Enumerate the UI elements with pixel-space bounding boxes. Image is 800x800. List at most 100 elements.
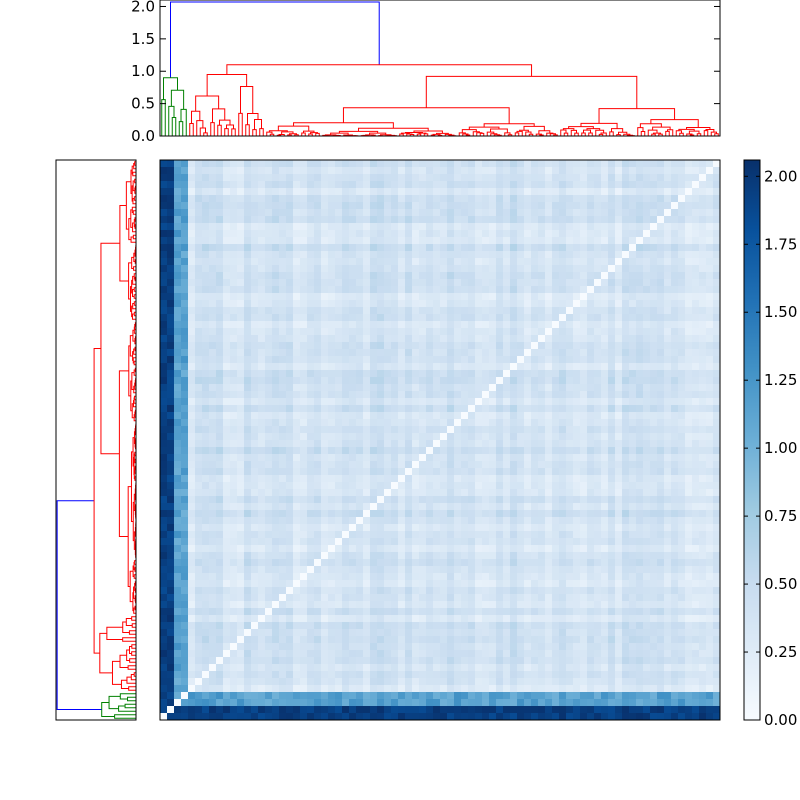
heatmap-cell [412, 174, 420, 182]
heatmap-cell [342, 216, 350, 224]
heatmap-cell [447, 209, 455, 217]
heatmap-cell [202, 265, 210, 273]
heatmap-cell [482, 258, 490, 266]
heatmap-cell [244, 349, 252, 357]
heatmap-cell [258, 335, 266, 343]
heatmap-cell [384, 251, 392, 259]
heatmap-cell [601, 216, 609, 224]
heatmap-cell [475, 328, 483, 336]
heatmap-cell [664, 461, 672, 469]
heatmap-cell [216, 496, 224, 504]
heatmap-cell [454, 188, 462, 196]
dendrogram-link [710, 131, 717, 136]
heatmap-cell [636, 230, 644, 238]
heatmap-cell [566, 188, 574, 196]
dendrogram-link [549, 133, 556, 136]
heatmap-cell [251, 489, 259, 497]
heatmap-cell [237, 244, 245, 252]
heatmap-cell [622, 496, 630, 504]
heatmap-cell [244, 384, 252, 392]
heatmap-cell [377, 314, 385, 322]
dendrogram-link [231, 128, 236, 136]
heatmap-cell [265, 482, 273, 490]
heatmap-cell [314, 230, 322, 238]
heatmap-cell [685, 209, 693, 217]
heatmap-cell [496, 251, 504, 259]
heatmap-cell [454, 174, 462, 182]
heatmap-cell [258, 391, 266, 399]
dendrogram-link [609, 131, 614, 136]
heatmap-cell [181, 349, 189, 357]
heatmap-cell [370, 195, 378, 203]
heatmap-cell [328, 244, 336, 252]
heatmap-cell [181, 223, 189, 231]
heatmap-cell [202, 475, 210, 483]
heatmap-cell [552, 328, 560, 336]
dendrogram-link [132, 198, 136, 205]
heatmap-cell [363, 307, 371, 315]
heatmap-cell [622, 419, 630, 427]
heatmap-cell [545, 391, 553, 399]
heatmap-cell [433, 342, 441, 350]
dendrogram-link [132, 275, 136, 285]
heatmap-cell [321, 223, 329, 231]
heatmap-cell [461, 223, 469, 231]
heatmap-cell [216, 482, 224, 490]
heatmap-cell [475, 377, 483, 385]
heatmap-cell [349, 335, 357, 343]
heatmap-cell [265, 524, 273, 532]
heatmap-cell [475, 552, 483, 560]
heatmap-cell [643, 552, 651, 560]
heatmap-cell [181, 384, 189, 392]
heatmap-cell [321, 447, 329, 455]
heatmap-cell [209, 307, 217, 315]
heatmap-cell [391, 412, 399, 420]
heatmap-cell [258, 447, 266, 455]
heatmap-cell [699, 391, 707, 399]
heatmap-cell [230, 244, 238, 252]
heatmap-cell [321, 244, 329, 252]
dendrogram-link [133, 266, 136, 271]
heatmap-cell [510, 272, 518, 280]
heatmap-cell [342, 307, 350, 315]
heatmap-cell [713, 223, 721, 231]
heatmap-cell [174, 307, 182, 315]
heatmap-cell [174, 363, 182, 371]
heatmap-cell [517, 412, 525, 420]
heatmap-cell [440, 223, 448, 231]
heatmap-cell [349, 503, 357, 511]
heatmap-cell [202, 356, 210, 364]
heatmap-cell [608, 454, 616, 462]
heatmap-cell [216, 398, 224, 406]
heatmap-cell [384, 433, 392, 441]
heatmap-cell [349, 293, 357, 301]
heatmap-cell [643, 559, 651, 567]
heatmap-cell [433, 482, 441, 490]
dendrogram-link [658, 133, 663, 136]
heatmap-cell [636, 496, 644, 504]
heatmap-cell [622, 356, 630, 364]
heatmap-cell [496, 216, 504, 224]
heatmap-cell [209, 559, 217, 567]
heatmap-cell [307, 321, 315, 329]
heatmap-cell [496, 398, 504, 406]
heatmap-cell [461, 524, 469, 532]
heatmap-cell [335, 510, 343, 518]
heatmap-cell [545, 531, 553, 539]
heatmap-cell [174, 230, 182, 238]
heatmap-cell [174, 188, 182, 196]
heatmap-cell [440, 524, 448, 532]
heatmap-cell [188, 370, 196, 378]
heatmap-cell [433, 335, 441, 343]
dendrogram-link [133, 348, 136, 355]
heatmap-cell [650, 167, 658, 175]
heatmap-cell [321, 202, 329, 210]
heatmap-cell [279, 447, 287, 455]
heatmap-cell [251, 468, 259, 476]
heatmap-cell [195, 202, 203, 210]
heatmap-cell [699, 377, 707, 385]
heatmap-cell [524, 160, 532, 168]
heatmap-cell [391, 517, 399, 525]
heatmap-cell [174, 321, 182, 329]
heatmap-cell [216, 181, 224, 189]
